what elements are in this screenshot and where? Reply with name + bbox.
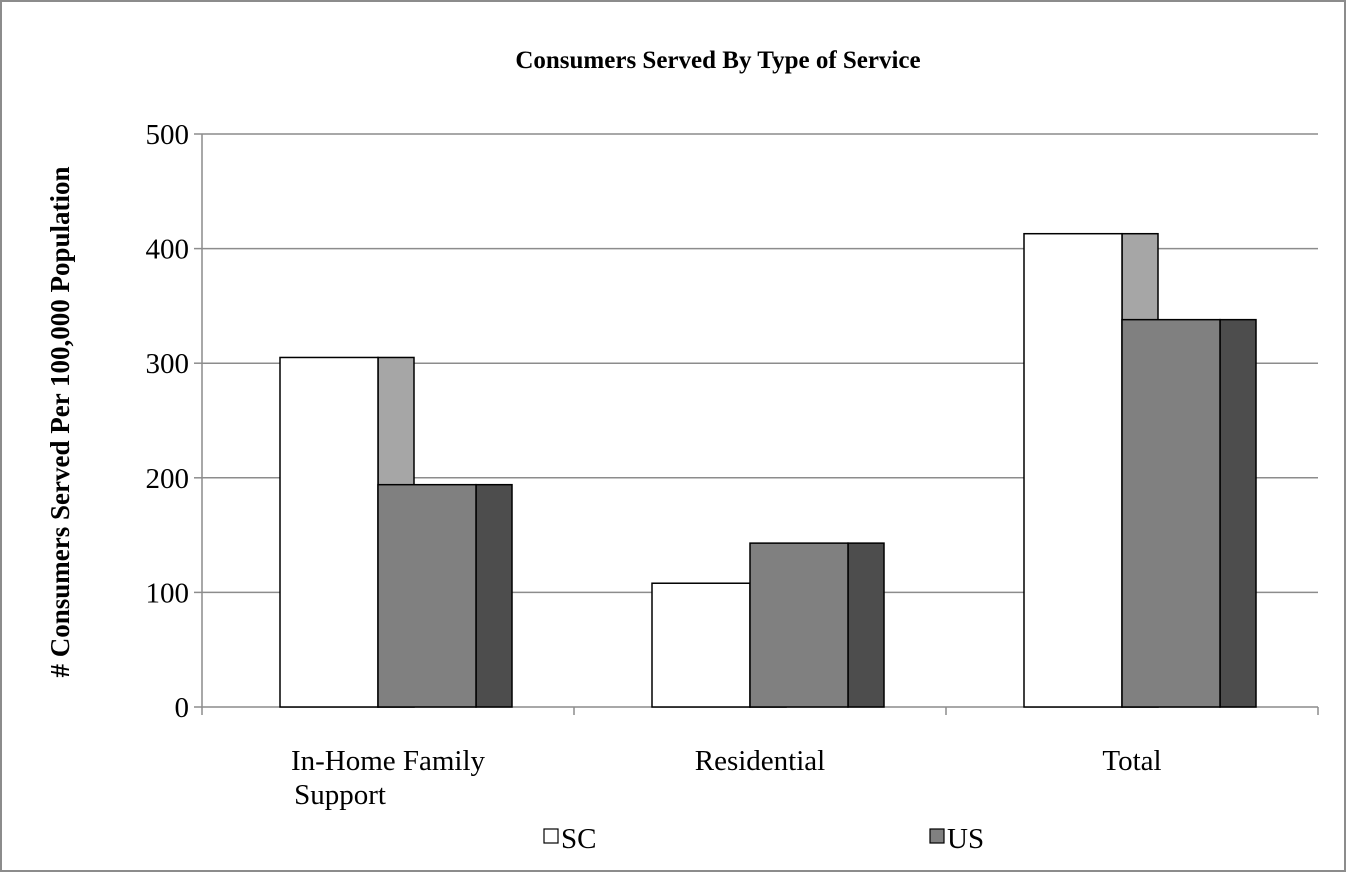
- y-tick-label: 400: [146, 234, 190, 266]
- legend-swatch-sc: [543, 828, 559, 844]
- y-tick-label: 0: [175, 692, 190, 724]
- chart-title: Consumers Served By Type of Service: [515, 47, 920, 74]
- bar-sc: [1023, 232, 1123, 708]
- legend: SC US: [543, 823, 984, 855]
- x-category-label: Total: [1102, 745, 1161, 777]
- legend-swatch-us: [929, 828, 945, 844]
- bar-us: [749, 542, 849, 708]
- y-tick-labels: 0 100 200 300 400 500: [146, 119, 190, 724]
- y-tick-label: 100: [146, 577, 190, 609]
- y-tick-label: 500: [146, 119, 190, 151]
- legend-label-sc: SC: [561, 823, 596, 855]
- axes: [194, 133, 1319, 715]
- x-category-label: In-Home Family Support: [291, 745, 486, 811]
- y-tick-label: 200: [146, 463, 190, 495]
- bars: [279, 232, 1257, 708]
- bar-sc: [279, 356, 379, 708]
- x-category-labels: In-Home Family Support Residential Total: [291, 745, 1162, 811]
- bar-side-us: [475, 483, 513, 708]
- y-tick-label: 300: [146, 348, 190, 380]
- bar-sc: [651, 582, 751, 708]
- bar-us: [1121, 318, 1221, 708]
- y-axis-label: # Consumers Served Per 100,000 Populatio…: [45, 167, 75, 678]
- legend-label-us: US: [947, 823, 984, 855]
- bar-side-us: [1219, 318, 1257, 708]
- bar-us: [377, 483, 477, 708]
- bar-side-us: [847, 542, 885, 708]
- x-category-label: Residential: [695, 745, 825, 777]
